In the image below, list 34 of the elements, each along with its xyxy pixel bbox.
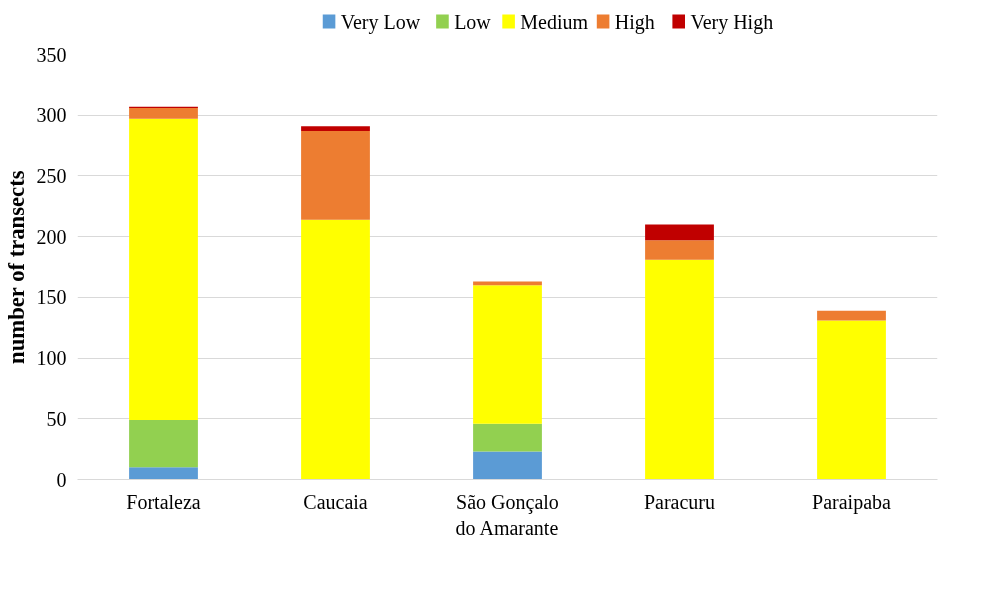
legend-label: Low xyxy=(454,10,492,33)
legend-label: Very High xyxy=(690,10,774,34)
y-tick-label: 350 xyxy=(36,43,67,66)
y-tick-label: 50 xyxy=(46,407,67,430)
y-tick-label: 0 xyxy=(56,468,67,491)
legend-label: Very Low xyxy=(340,10,421,34)
bar xyxy=(473,451,542,480)
y-tick-label: 100 xyxy=(36,347,67,370)
bar xyxy=(129,467,198,480)
bar xyxy=(301,219,370,480)
x-tick-label: Paraipaba xyxy=(812,490,892,514)
bar xyxy=(129,107,198,119)
bar xyxy=(645,259,714,480)
x-tick-label: Paracuru xyxy=(643,490,716,513)
x-tick-label: Caucaia xyxy=(303,490,368,513)
bar xyxy=(129,420,198,468)
x-tick-label: São Gonçalo do Amarante xyxy=(455,490,559,539)
x-tick-label: Fortaleza xyxy=(126,490,201,513)
legend-label: Medium xyxy=(520,10,589,33)
y-axis-title: number of transects xyxy=(3,170,29,364)
bar xyxy=(473,423,542,452)
bar xyxy=(301,126,370,131)
bar xyxy=(817,320,886,480)
y-tick-label: 300 xyxy=(36,104,67,127)
bar xyxy=(645,224,714,241)
y-tick-label: 250 xyxy=(36,164,67,187)
bar xyxy=(473,285,542,424)
y-tick-label: 150 xyxy=(36,286,67,309)
bar xyxy=(129,118,198,420)
bar xyxy=(645,240,714,260)
y-tick-label: 200 xyxy=(36,225,67,248)
legend-label: High xyxy=(614,10,655,34)
bar xyxy=(301,131,370,220)
bar xyxy=(817,310,886,321)
